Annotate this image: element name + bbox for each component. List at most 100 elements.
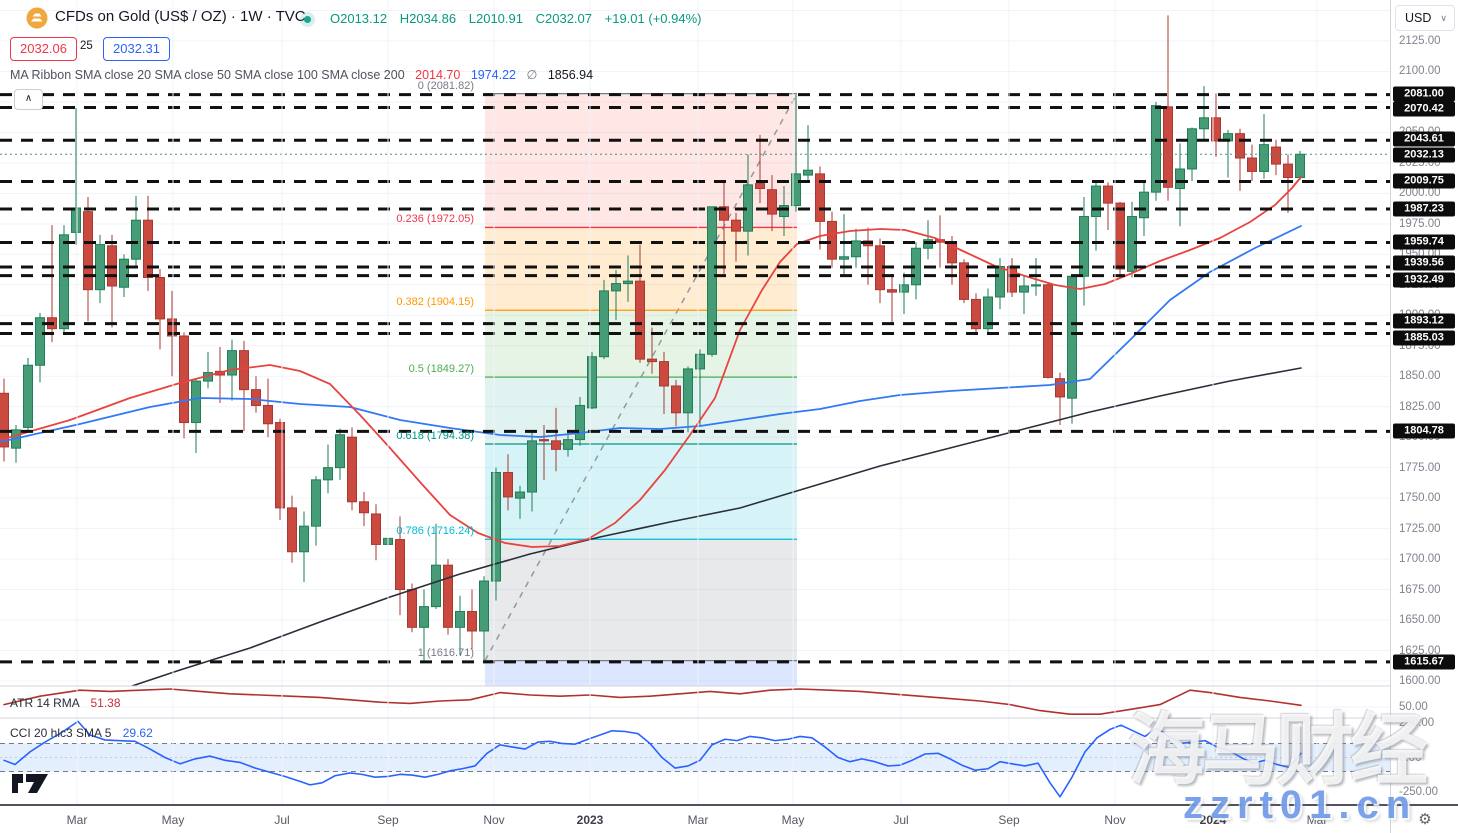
candle-body: [887, 289, 897, 293]
candle-body: [1187, 128, 1197, 170]
time-axis[interactable]: Mar May Jul Sep Nov 2023 Mar May Jul Sep Nov 2024 Ma…: [0, 804, 1458, 833]
atr-legend[interactable]: ATR 14 RMA 51.38: [10, 696, 121, 710]
candle-body: [59, 234, 69, 330]
high-value: H2034.86: [399, 11, 457, 26]
candle-body: [1247, 157, 1257, 172]
price-tick-label: 1700.00: [1399, 553, 1441, 566]
candle: [1151, 101, 1161, 201]
candle-body: [563, 439, 573, 450]
candle-body: [779, 205, 789, 218]
candle: [347, 427, 357, 511]
candle-body: [155, 276, 165, 320]
candle: [107, 234, 117, 328]
candle-body: [1235, 133, 1245, 159]
fib-level-label: 0.236 (1972.05): [396, 213, 474, 226]
candle-body: [431, 564, 441, 608]
candle-body: [671, 385, 681, 414]
candle-body: [983, 296, 993, 330]
price-alert-badge: 1939.56: [1393, 255, 1455, 271]
candle-body: [827, 220, 837, 260]
candle: [1127, 201, 1137, 278]
candle: [851, 228, 861, 268]
fib-level-label: 1 (1616.71): [417, 646, 474, 659]
currency-dropdown[interactable]: USD ∨: [1395, 5, 1455, 31]
cci-line: [3, 720, 1302, 798]
candle: [995, 257, 1005, 310]
price-alert-badge: 1615.67: [1393, 654, 1455, 670]
candle-body: [635, 280, 645, 360]
candle: [659, 351, 669, 415]
fib-zone: [485, 377, 797, 445]
candle-body: [587, 356, 597, 409]
tradingview-logo-icon[interactable]: [12, 771, 50, 800]
candle-body: [1079, 216, 1089, 277]
candle: [491, 467, 501, 601]
candle-body: [239, 350, 249, 391]
price-alert-badge: 2081.00: [1393, 86, 1455, 102]
collapse-pane-button[interactable]: ∧: [14, 89, 43, 110]
candle-body: [851, 240, 861, 258]
candle: [71, 108, 81, 245]
ohlc-readout: O2013.12 H2034.86 L2010.91 C2032.07 +19.…: [330, 11, 710, 26]
sma50-value: 1974.22: [470, 68, 516, 82]
candle-body: [467, 610, 477, 632]
fib-level-label: 0 (2081.82): [417, 79, 474, 92]
candle: [467, 589, 477, 650]
price-tick-label: 2125.00: [1399, 35, 1441, 47]
candle: [611, 270, 621, 321]
candle-body: [23, 364, 33, 428]
candle: [731, 212, 741, 262]
cci-legend[interactable]: CCI 20 hlc3 SMA 5 29.62: [10, 726, 153, 740]
sma20-value: 2014.70: [415, 68, 461, 82]
candle: [575, 396, 585, 446]
buy-button[interactable]: 2032.31: [103, 37, 170, 61]
change-value: +19.01 (+0.94%): [604, 11, 702, 26]
chart-canvas[interactable]: [0, 0, 1390, 804]
candle-body: [119, 258, 129, 288]
gear-icon: ⚙: [1418, 811, 1432, 828]
sell-button[interactable]: 2032.06: [10, 37, 77, 61]
time-tick-label: Mar: [1306, 813, 1328, 827]
candle-body: [335, 434, 345, 469]
candle-body: [1199, 117, 1209, 130]
candle-body: [1115, 202, 1125, 270]
time-tick-label: May: [161, 813, 185, 827]
candle: [1067, 275, 1077, 424]
candle-body: [719, 206, 729, 221]
candle-body: [1259, 144, 1269, 172]
candle-body: [791, 173, 801, 207]
candle-body: [143, 219, 153, 278]
candle-body: [647, 358, 657, 363]
candle-body: [971, 298, 981, 330]
candle: [299, 511, 309, 583]
candle-body: [455, 610, 465, 628]
symbol-title[interactable]: CFDs on Gold (US$ / OZ) · 1W · TVC: [55, 8, 306, 25]
candle-body: [83, 211, 93, 291]
candle: [119, 254, 129, 297]
candle-body: [407, 589, 417, 628]
settings-button[interactable]: ⚙: [1390, 806, 1458, 833]
candle: [647, 327, 657, 374]
candle: [1259, 114, 1269, 179]
candle-body: [71, 207, 81, 233]
candle: [455, 595, 465, 656]
candle: [503, 454, 513, 511]
candle: [1091, 182, 1101, 251]
market-status-icon[interactable]: [300, 12, 315, 27]
candle-body: [623, 280, 633, 285]
candle-body: [803, 169, 813, 176]
price-pane: [0, 10, 1390, 686]
price-alert-badge: 1987.23: [1393, 201, 1455, 217]
time-tick-label: Nov: [483, 813, 505, 827]
spread-value: 25: [80, 40, 93, 52]
candle: [0, 378, 9, 462]
time-tick-label: Mar: [687, 813, 709, 827]
sma20-line: [0, 176, 1302, 548]
candle-body: [683, 368, 693, 414]
candle: [1283, 154, 1293, 213]
candle: [239, 340, 249, 432]
ma-ribbon-legend[interactable]: MA Ribbon SMA close 20 SMA close 50 SMA …: [10, 67, 593, 82]
candle: [959, 259, 969, 304]
candle-body: [755, 183, 765, 189]
price-axis[interactable]: USD ∨ 2125.002100.002075.002050.002025.0…: [1390, 0, 1458, 804]
